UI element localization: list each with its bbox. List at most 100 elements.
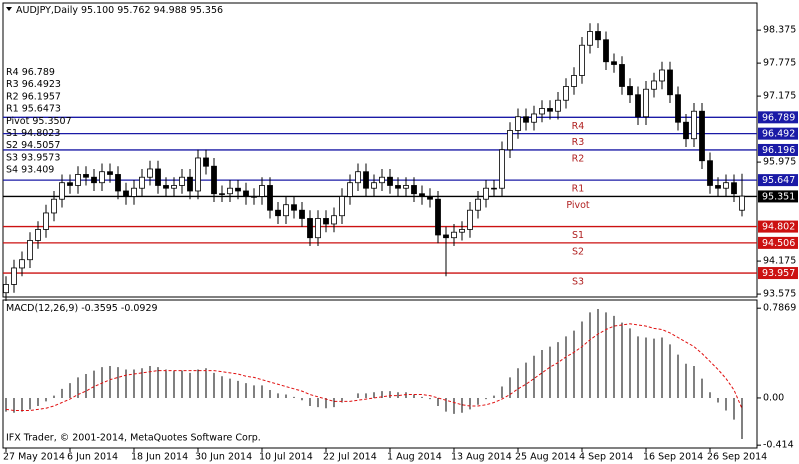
pivot-legend-value: 95.6473 (22, 103, 61, 114)
pivot-box (758, 236, 798, 249)
candle-body (491, 187, 497, 190)
x-tick-label: 27 May 2014 (3, 452, 65, 463)
candle-body (451, 231, 457, 239)
candle-body (227, 187, 233, 195)
x-tick-label: 13 Aug 2014 (451, 452, 512, 463)
candle-body (291, 204, 297, 211)
pivot-legend: R2 96.1957 (6, 91, 61, 102)
pivot-legend-value: 93.409 (21, 164, 54, 175)
symbol: AUDJPY,Daily (16, 5, 78, 16)
pivot-legend-value: 94.8023 (21, 128, 60, 139)
y-tick-label: -0.414 (763, 440, 794, 451)
candle-body (355, 171, 361, 184)
pivot-legend-value: 93.9573 (21, 152, 60, 163)
y-tick-label: 0.00 (763, 392, 784, 403)
y-tick-label: 97.175 (763, 91, 796, 102)
pivot-legend: S3 93.9573 (6, 152, 60, 163)
x-tick-label: 25 Aug 2014 (515, 452, 576, 463)
x-tick-label: 4 Sep 2014 (579, 452, 633, 463)
candle-body (139, 176, 145, 189)
candle-body (123, 190, 129, 197)
header: AUDJPY,Daily 95.100 95.762 94.988 95.356 (16, 5, 223, 16)
candle-body (339, 196, 345, 217)
candle-body (91, 176, 97, 184)
pivot-line-name: R3 (572, 137, 585, 148)
candle-body (19, 259, 25, 269)
candle-body (595, 31, 601, 41)
y-tick-label: 95.975 (763, 157, 796, 168)
pivot-legend: S2 94.5057 (6, 140, 60, 151)
candle-body (739, 195, 745, 211)
candle-body (499, 149, 505, 189)
candle-body (371, 182, 377, 189)
x-tick-label: 6 Jun 2014 (67, 452, 118, 463)
candle-body (275, 209, 281, 217)
candle-body (179, 176, 185, 186)
macd-value: -0.3595 (81, 303, 118, 314)
candle-body (475, 198, 481, 211)
macd-header: MACD(12,26,9) -0.3595 -0.0929 (6, 303, 158, 314)
candle-body (11, 267, 17, 285)
pivot-legend-name: R1 (6, 103, 19, 114)
pivot-line-name: R1 (572, 184, 585, 195)
x-tick-label: 30 Jun 2014 (195, 452, 252, 463)
candle-body (259, 185, 265, 197)
pivot-legend: S1 94.8023 (6, 128, 60, 139)
x-tick-label: 22 Jul 2014 (323, 452, 377, 463)
candle-body (331, 215, 337, 225)
pivot-legend-value: 96.1957 (22, 91, 61, 102)
y-tick-label: 98.375 (763, 25, 796, 36)
pivot-legend: R3 96.4923 (6, 79, 61, 90)
candle-body (171, 185, 177, 189)
candle-body (707, 160, 713, 186)
pivot-legend-name: S2 (6, 140, 18, 151)
candle-body (659, 69, 665, 82)
candle-body (83, 174, 89, 178)
pivot-box-label: 96.492 (762, 129, 795, 140)
candle-body (363, 171, 369, 189)
candle-body (547, 108, 553, 112)
candle-body (627, 86, 633, 96)
candle-body (251, 196, 257, 198)
candle-body (515, 116, 521, 131)
collapse-icon (6, 7, 12, 11)
x-tick-label: 18 Jun 2014 (131, 452, 188, 463)
candle-body (67, 182, 73, 186)
candle-body (43, 212, 49, 230)
candle-body (731, 182, 737, 195)
pivot-line-name: S1 (572, 230, 584, 241)
candle-body (307, 218, 313, 239)
candle-body (571, 75, 577, 87)
candle-body (587, 31, 593, 46)
candle-body (435, 198, 441, 236)
candle-body (691, 110, 697, 140)
macd-frame (2, 299, 758, 449)
candle-body (667, 69, 673, 96)
high-label: 95.762 (117, 5, 150, 16)
candle-body (675, 94, 681, 123)
candle-body (147, 168, 153, 178)
candle-body (715, 185, 721, 189)
pivot-box (758, 190, 798, 203)
candle-body (555, 99, 561, 112)
candle-body (419, 193, 425, 197)
pivot-legend-name: R4 (6, 67, 19, 78)
candle-body (235, 187, 241, 192)
pivot-box (758, 111, 798, 124)
candle-body (699, 110, 705, 162)
candle-body (403, 185, 409, 189)
footer: IFX Trader, © 2001-2014, MetaQuotes Soft… (6, 433, 261, 444)
pivot-legend-value: 95.3507 (32, 115, 71, 126)
y-tick-label: 94.175 (763, 256, 796, 267)
y-tick-label: 93.575 (763, 289, 796, 300)
macd-title: MACD(12,26,9) (6, 303, 78, 314)
pivot-line-name: R2 (572, 153, 585, 164)
pivot-box (758, 267, 798, 280)
pivot-legend: R4 96.789 (6, 67, 55, 78)
open-label: 95.100 (81, 5, 114, 16)
pivot-line-name: S2 (572, 246, 584, 257)
candle-body (651, 80, 657, 90)
candle-body (283, 204, 289, 217)
pivot-box-label: 94.802 (762, 222, 795, 233)
